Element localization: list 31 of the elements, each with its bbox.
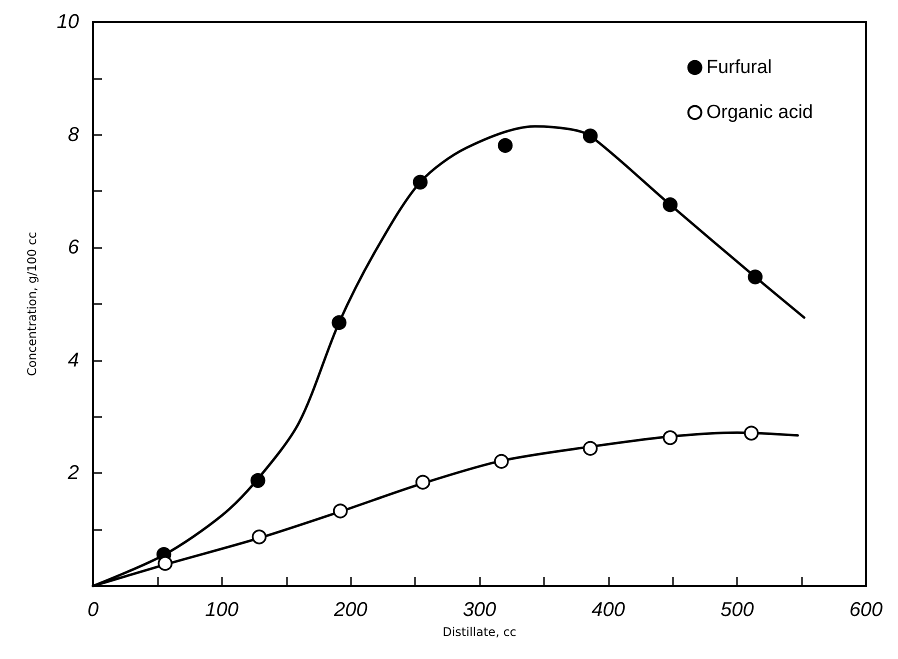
point [582, 440, 598, 456]
legend-label: Organic acid [706, 102, 814, 123]
point [158, 556, 173, 571]
x-tick-label: 400 [592, 599, 626, 621]
point [412, 174, 428, 190]
y-tick-label: 8 [68, 124, 79, 146]
x-axis-title: Distillate, cc [442, 625, 516, 639]
point [252, 530, 267, 544]
point [582, 128, 598, 144]
x-tick-label: 600 [849, 599, 883, 621]
point [494, 454, 509, 469]
y-axis-title: Concentration, g/100 cc [25, 232, 39, 376]
point [662, 430, 678, 446]
point [415, 474, 430, 490]
point [332, 504, 348, 518]
point [748, 270, 763, 284]
y-tick-label: 4 [68, 349, 79, 372]
y-tick-label: 2 [66, 462, 79, 484]
point [662, 197, 678, 212]
x-tick-label: 300 [462, 599, 496, 621]
point [332, 315, 346, 330]
x-tick-label: 100 [205, 599, 239, 621]
x-tick-label: 200 [332, 599, 368, 621]
point [250, 473, 266, 488]
legend-label: Furfural [706, 57, 772, 78]
x-tick-label: 0 [87, 599, 99, 621]
y-tick-label: 6 [68, 236, 80, 259]
point [498, 138, 513, 153]
y-tick-label: 10 [56, 11, 79, 33]
x-tick-label: 500 [720, 599, 754, 621]
point [744, 426, 759, 441]
